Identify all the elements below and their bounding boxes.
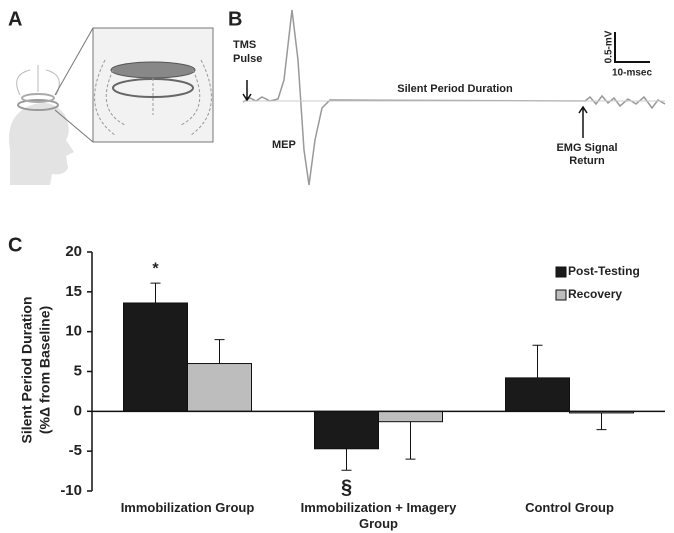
error-bar xyxy=(596,412,607,431)
bar xyxy=(314,410,379,450)
annotation: MEP xyxy=(272,139,296,151)
scale-label: 10-msec xyxy=(612,68,652,79)
annotation: TMS xyxy=(233,39,256,51)
y-tick-label: -5 xyxy=(69,442,82,459)
panel-label: A xyxy=(8,8,22,30)
bar xyxy=(378,410,443,423)
error-bar xyxy=(341,448,352,471)
y-tick-label: 20 xyxy=(65,243,82,260)
y-tick-label: 0 xyxy=(74,402,82,419)
legend-swatch xyxy=(555,266,567,278)
y-tick-label: 10 xyxy=(65,323,82,340)
bar xyxy=(187,363,252,412)
emg-trace xyxy=(242,9,666,186)
legend-swatch xyxy=(555,289,567,301)
bar xyxy=(123,302,188,412)
panel-label: B xyxy=(228,8,242,30)
legend-label: Post-Testing xyxy=(568,264,640,278)
x-tick-label: Immobilization Group xyxy=(120,500,255,515)
annotation: § xyxy=(341,477,352,499)
error-bar xyxy=(532,344,543,378)
y-tick-label: -10 xyxy=(60,482,82,499)
x-tick-label: Immobilization + Imagery Group xyxy=(300,500,457,531)
legend-label: Recovery xyxy=(568,287,622,301)
y-tick-label: 5 xyxy=(74,362,82,379)
annotation: Pulse xyxy=(233,53,262,65)
error-bar xyxy=(214,339,225,364)
x-tick-label: Control Group xyxy=(525,500,614,515)
scale-label: 0.5-mV xyxy=(604,30,615,63)
y-axis-label: (%Δ from Baseline) xyxy=(37,306,53,434)
error-bar xyxy=(405,421,416,460)
y-tick-label: 15 xyxy=(65,283,82,300)
error-bar xyxy=(150,282,161,303)
bar xyxy=(505,377,570,412)
annotation: Silent Period Duration xyxy=(397,83,513,95)
panel-label: C xyxy=(8,234,22,256)
head-illustration xyxy=(9,27,214,185)
annotation: EMG Signal xyxy=(556,142,617,154)
y-axis-label: Silent Period Duration xyxy=(19,296,35,443)
annotation: * xyxy=(152,260,159,277)
annotation: Return xyxy=(569,155,605,167)
